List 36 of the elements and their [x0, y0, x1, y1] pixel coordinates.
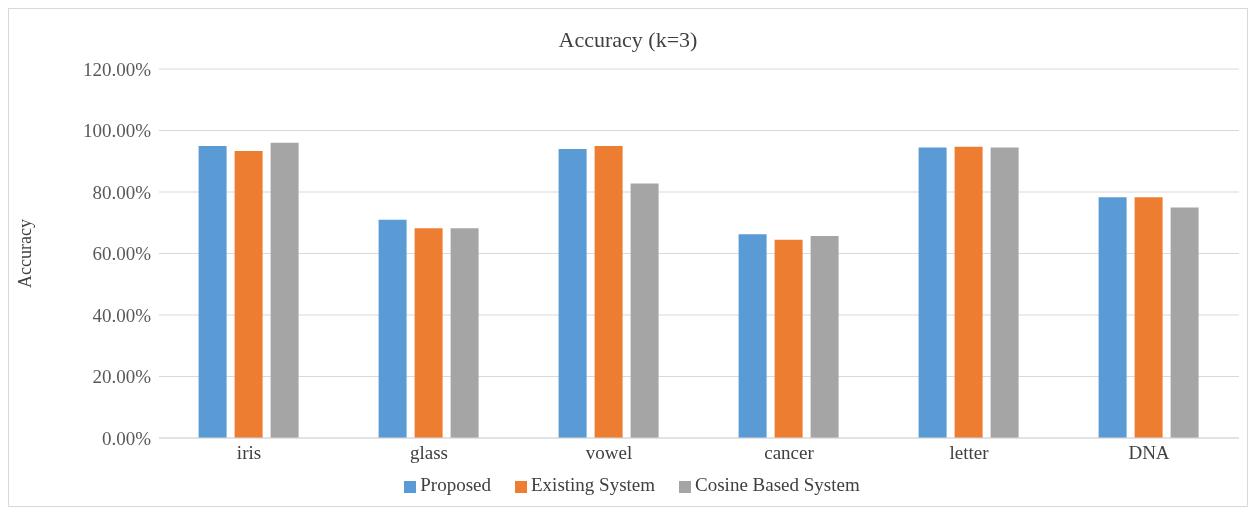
bar: [234, 151, 263, 438]
bar: [1170, 207, 1199, 438]
y-tick-label: 80.00%: [92, 181, 152, 203]
bar: [594, 145, 623, 438]
y-tick-label: 40.00%: [92, 304, 152, 326]
bar: [378, 219, 407, 438]
bar: [990, 147, 1019, 438]
bar: [954, 146, 983, 438]
bar: [630, 183, 659, 438]
y-tick-label: 100.00%: [82, 120, 152, 142]
x-tick-label: cancer: [764, 442, 815, 464]
bar: [270, 142, 299, 438]
x-tick-label: vowel: [585, 442, 633, 464]
x-tick-label: glass: [410, 442, 448, 464]
x-tick-label: letter: [949, 442, 990, 464]
bar: [198, 145, 227, 438]
bar: [918, 147, 947, 438]
y-axis-title: Accuracy: [15, 219, 36, 288]
x-tick-label: iris: [236, 442, 262, 464]
x-tick-label: DNA: [1128, 442, 1170, 464]
bar: [774, 239, 803, 438]
bar: [1098, 197, 1127, 438]
y-tick-label: 60.00%: [92, 243, 152, 265]
y-tick-label: 0.00%: [101, 427, 152, 449]
legend-label: Proposed: [420, 474, 491, 495]
bar: [1134, 197, 1163, 438]
bar: [558, 148, 587, 438]
bar: [810, 235, 839, 438]
y-tick-label: 20.00%: [92, 366, 152, 388]
legend-label: Cosine Based System: [695, 474, 860, 495]
bar: [450, 228, 479, 438]
chart-title: Accuracy (k=3): [557, 26, 699, 54]
bar: [738, 234, 767, 438]
bar: [414, 228, 443, 438]
y-tick-label: 120.00%: [82, 58, 152, 80]
legend-label: Existing System: [531, 474, 656, 495]
